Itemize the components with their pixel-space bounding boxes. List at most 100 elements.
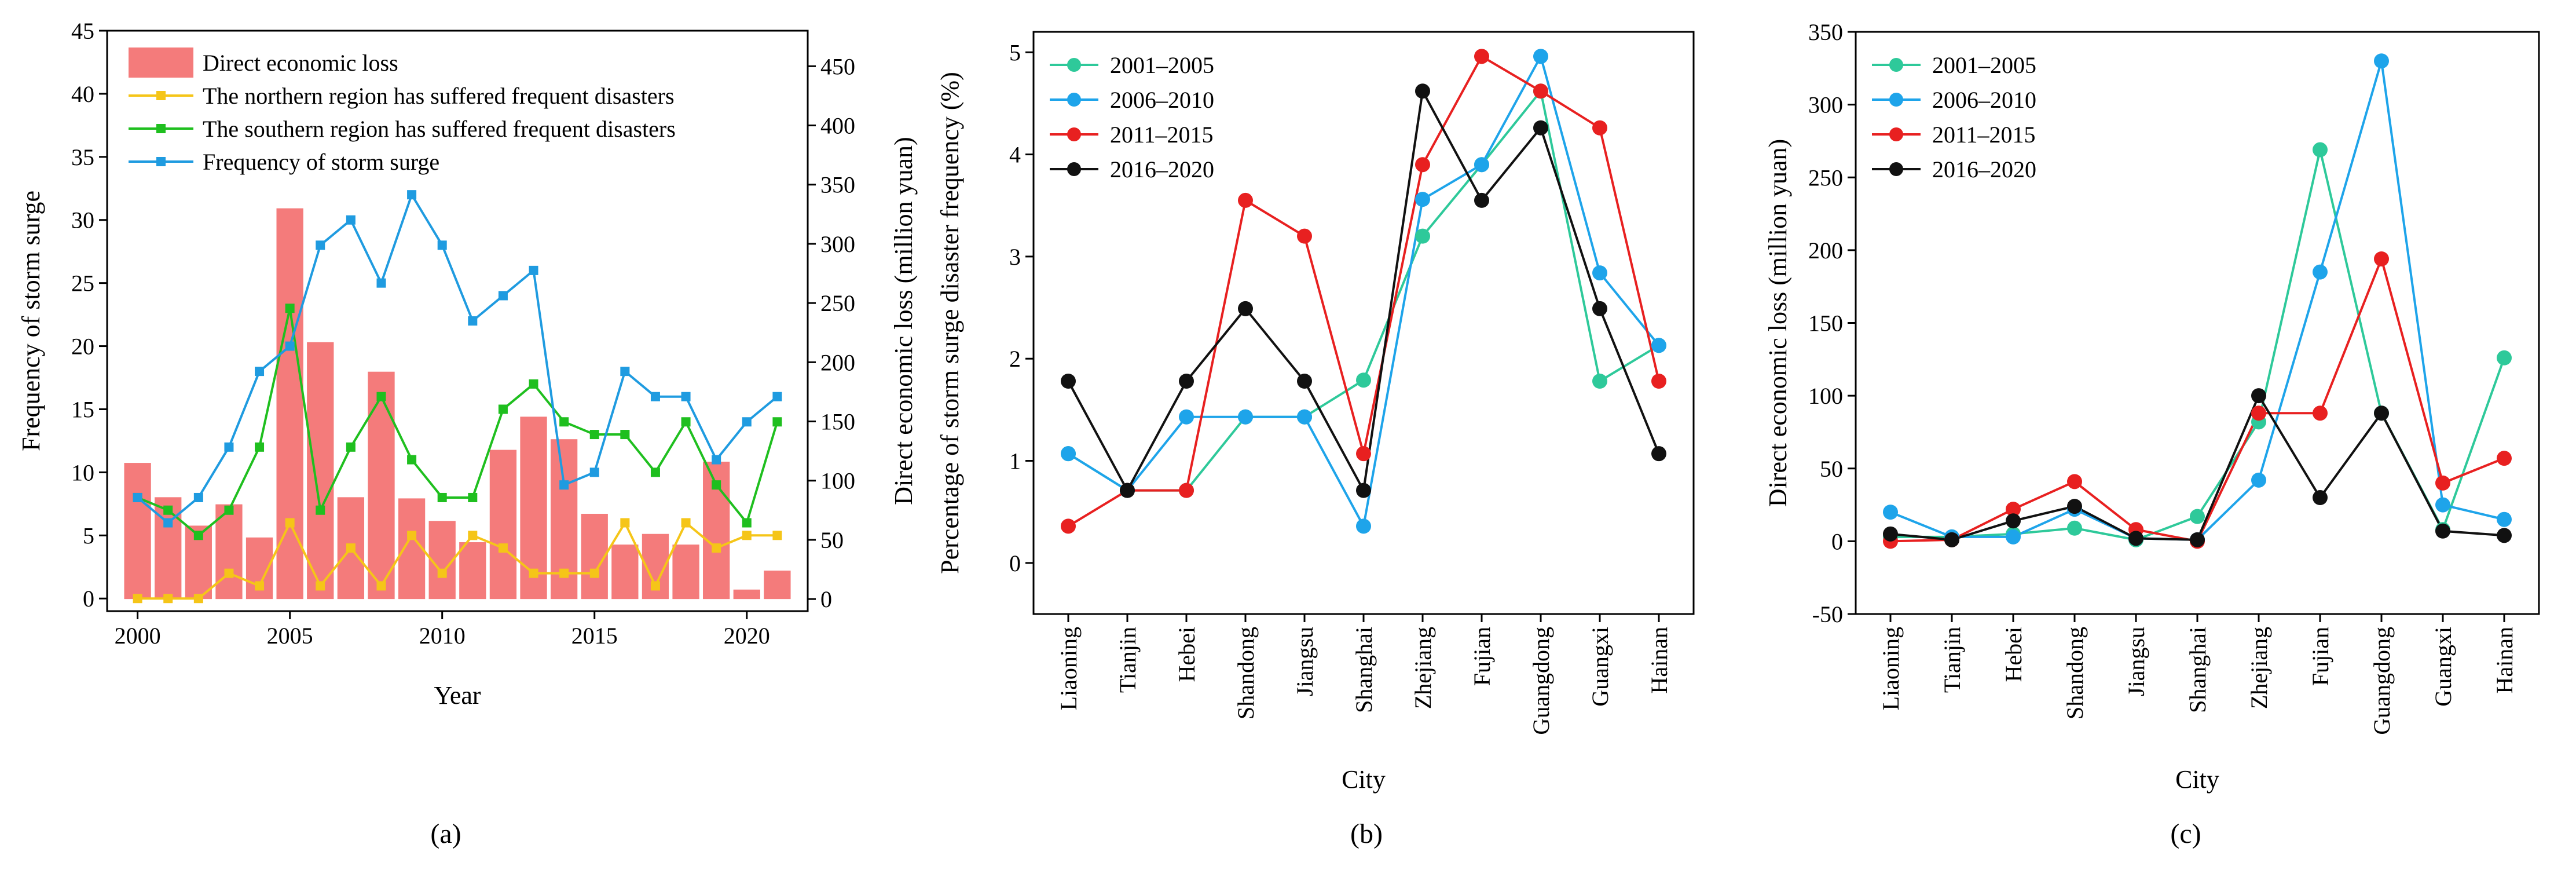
legend-swatch-marker [156, 157, 166, 166]
legend-label: 2011–2015 [1110, 122, 1214, 148]
series-point [529, 379, 538, 389]
series-point [224, 442, 234, 452]
loss-bar [276, 208, 303, 600]
series-point [1179, 374, 1194, 389]
y-tick-label: 3 [1009, 244, 1021, 270]
series-line [137, 520, 778, 600]
series-point [2251, 405, 2266, 421]
series-point [376, 392, 386, 401]
y-tick-label: 300 [1808, 92, 1843, 118]
series-point [163, 518, 173, 528]
series-point [772, 417, 782, 427]
x-tick-label: Guangdong [2369, 627, 2395, 735]
legend-label: 2001–2005 [1932, 52, 2036, 78]
loss-bar [124, 463, 151, 600]
series-point [681, 417, 691, 427]
y-tick-label: 10 [71, 459, 94, 485]
y-tick-label: 200 [1808, 237, 1843, 264]
loss-bar [611, 545, 639, 600]
y2-tick-label: 300 [820, 231, 855, 257]
series-point [2374, 405, 2389, 421]
series-point [1651, 338, 1666, 353]
y2-tick-label: 350 [820, 172, 855, 198]
x-tick-label: Tianjin [1115, 627, 1141, 693]
x-tick-label: Jiangsu [1292, 627, 1318, 696]
x-tick-label: Guangdong [1528, 627, 1554, 735]
series-point [437, 492, 447, 502]
series-point [712, 480, 721, 490]
plot-elements [1883, 53, 2512, 549]
x-axis-title: Year [434, 681, 481, 710]
series-point [1651, 446, 1666, 462]
series-point [559, 568, 569, 578]
series-line [137, 192, 778, 525]
series-point [163, 594, 173, 604]
series-point [255, 367, 265, 377]
caption-b: (b) [1350, 818, 1383, 849]
x-tick-label: Guangxi [1587, 627, 1613, 707]
series-line [1067, 88, 1660, 492]
x-tick-label: Tianjin [1939, 627, 1965, 693]
series-point [1356, 483, 1371, 498]
panel-b: 0 1 2 3 4 5 Liaoning Tianjin Hebei Shandong Jiangs… [936, 31, 1695, 849]
series-point [1061, 374, 1076, 389]
series-point [224, 568, 234, 578]
y2-tick-label: 200 [820, 349, 855, 375]
y-tick-label: 35 [71, 144, 94, 170]
legend-swatch-marker [1067, 127, 1081, 141]
x-tick-label: Hainan [2491, 627, 2518, 694]
series-point [2251, 472, 2266, 488]
series-point [529, 265, 538, 275]
series-point [346, 442, 356, 452]
loss-bar [672, 545, 699, 600]
x-axis-title: City [1342, 765, 1386, 794]
y-tick-label: 150 [1808, 310, 1843, 337]
series-point [255, 442, 265, 452]
series-point [316, 505, 325, 515]
x-tick-label: Hainan [1646, 627, 1672, 694]
series-point [407, 190, 417, 200]
series-point [2313, 405, 2328, 421]
series-line [1890, 149, 2505, 541]
x-tick-label: Shandong [1233, 627, 1259, 719]
legend-label: 2016–2020 [1110, 156, 1214, 182]
y-tick-label: 25 [71, 271, 94, 297]
plot-elements [124, 190, 791, 604]
series-point [498, 543, 508, 553]
legend-label: 2016–2020 [1932, 156, 2036, 182]
loss-bar [733, 589, 760, 600]
plot-elements [1061, 49, 1666, 534]
series-point [133, 492, 142, 502]
series-point [2067, 499, 2082, 514]
series-point [2006, 529, 2021, 545]
panel-c: -50 0 50 100 150 200 250 300 350 Liaoning Tianjin H… [1764, 19, 2540, 849]
series-point [2497, 528, 2512, 543]
series-point [772, 392, 782, 401]
series-point [498, 291, 508, 301]
loss-bar [428, 521, 456, 600]
series-point [2190, 509, 2205, 524]
y-tick-label: 15 [71, 396, 94, 422]
series-point [1533, 83, 1548, 99]
legend-swatch-marker [156, 91, 166, 100]
series-point [1944, 532, 1959, 547]
y-tick-label: 100 [1808, 383, 1843, 409]
y-tick-label: 350 [1808, 19, 1843, 45]
series-point [2067, 474, 2082, 489]
x-tick-label: Liaoning [1878, 627, 1904, 710]
x-tick-label: Shanghai [1351, 627, 1377, 713]
x-tick-label: 2020 [724, 623, 770, 649]
series-point [346, 215, 356, 225]
legend-swatch-marker [1889, 58, 1903, 72]
series-point [2006, 502, 2021, 517]
y-tick-label: 30 [71, 207, 94, 233]
series-point [1883, 505, 1898, 520]
series-point [1883, 526, 1898, 542]
y-tick-label: 5 [83, 522, 94, 549]
series-point [285, 341, 295, 351]
legend-label: Direct economic loss [203, 50, 398, 76]
series-point [559, 417, 569, 427]
series-point [2006, 513, 2021, 529]
series-point [1415, 228, 1430, 244]
